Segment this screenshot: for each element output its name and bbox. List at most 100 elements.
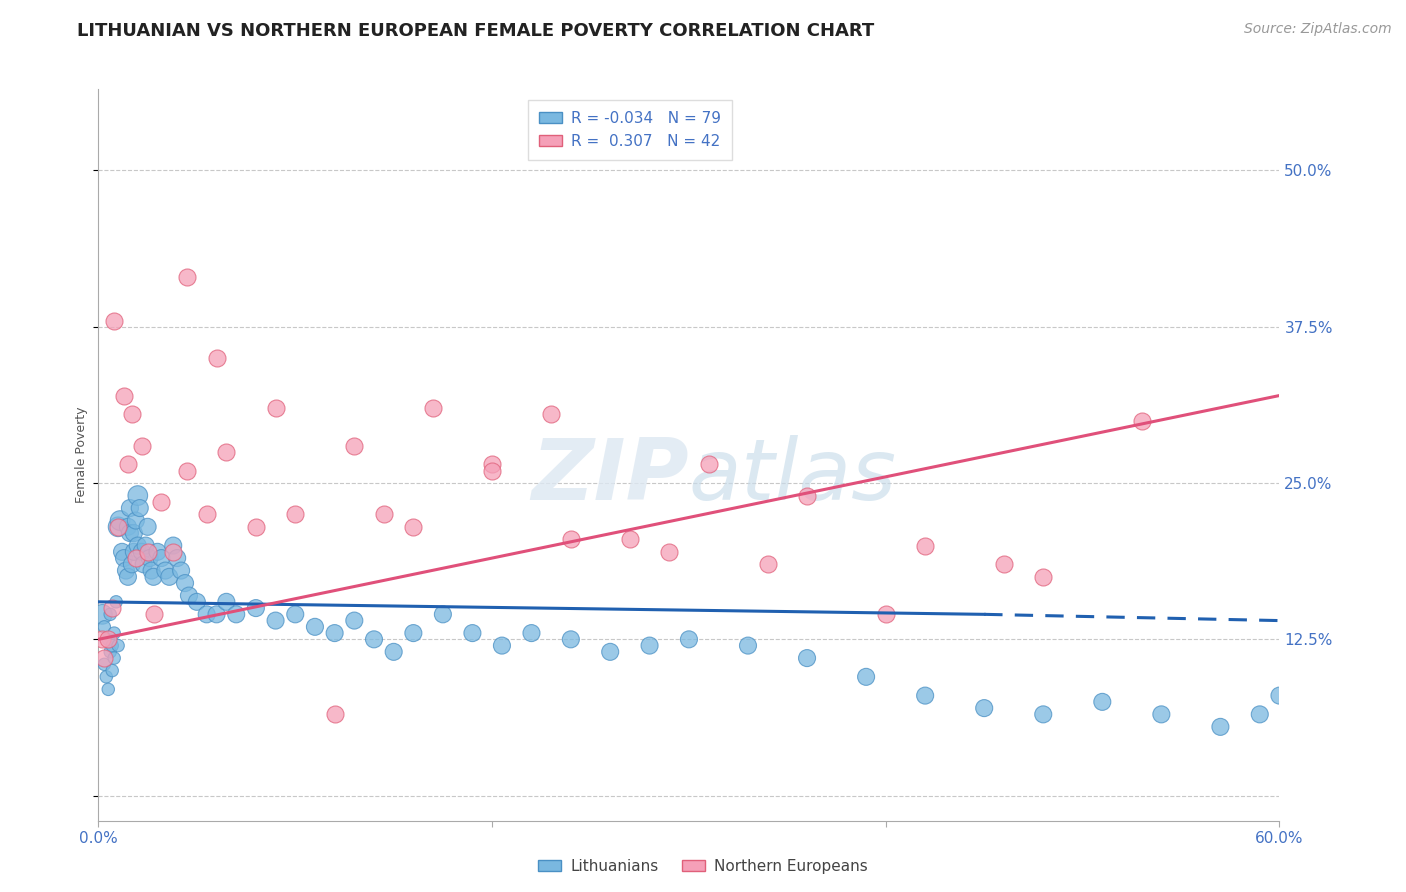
Point [162, 539, 184, 553]
Point [142, 607, 165, 622]
Point [127, 489, 149, 503]
Point [195, 508, 218, 522]
Point [756, 558, 779, 572]
Point [101, 664, 124, 678]
Point [138, 551, 160, 566]
Point [323, 626, 346, 640]
Point [155, 564, 177, 578]
Text: atlas: atlas [689, 435, 897, 518]
Point [96, 670, 118, 684]
Point [132, 558, 155, 572]
Point [373, 508, 395, 522]
Point [402, 520, 425, 534]
Point [146, 545, 169, 559]
Point [131, 545, 153, 559]
Point [174, 576, 197, 591]
Point [323, 707, 346, 722]
Point [1268, 689, 1291, 703]
Point [91, 632, 114, 647]
Point [122, 526, 145, 541]
Point [245, 601, 267, 615]
Point [128, 501, 150, 516]
Point [678, 632, 700, 647]
Point [560, 632, 582, 647]
Point [245, 520, 267, 534]
Point [166, 551, 188, 566]
Point [121, 407, 143, 421]
Point [117, 570, 139, 584]
Point [520, 626, 543, 640]
Point [402, 626, 425, 640]
Point [186, 595, 208, 609]
Point [195, 607, 218, 622]
Point [343, 614, 366, 628]
Point [97, 632, 120, 647]
Point [107, 520, 129, 534]
Point [115, 564, 138, 578]
Point [93, 620, 115, 634]
Point [422, 401, 444, 415]
Point [697, 458, 720, 472]
Point [103, 626, 125, 640]
Point [170, 564, 193, 578]
Text: Source: ZipAtlas.com: Source: ZipAtlas.com [1244, 22, 1392, 37]
Point [205, 607, 228, 622]
Point [638, 639, 661, 653]
Point [127, 539, 149, 553]
Point [98, 645, 121, 659]
Point [105, 595, 128, 609]
Point [93, 651, 115, 665]
Point [125, 514, 148, 528]
Point [111, 545, 134, 559]
Point [461, 626, 484, 640]
Point [205, 351, 228, 365]
Point [176, 464, 198, 478]
Point [176, 269, 198, 284]
Point [481, 458, 503, 472]
Point [432, 607, 454, 622]
Point [225, 607, 247, 622]
Point [121, 558, 143, 572]
Point [382, 645, 405, 659]
Point [141, 564, 163, 578]
Point [101, 639, 124, 653]
Point [855, 670, 877, 684]
Point [1130, 413, 1153, 427]
Point [481, 464, 503, 478]
Point [136, 520, 159, 534]
Point [619, 533, 641, 547]
Point [97, 632, 120, 647]
Point [1209, 720, 1232, 734]
Point [112, 388, 135, 402]
Y-axis label: Female Poverty: Female Poverty [75, 407, 89, 503]
Point [118, 501, 141, 516]
Point [215, 595, 238, 609]
Text: ZIP: ZIP [531, 435, 689, 518]
Point [1150, 707, 1173, 722]
Point [125, 551, 148, 566]
Point [122, 545, 145, 559]
Point [162, 545, 184, 559]
Point [1249, 707, 1271, 722]
Point [599, 645, 621, 659]
Point [560, 533, 582, 547]
Point [1091, 695, 1114, 709]
Point [914, 689, 936, 703]
Legend: R = -0.034   N = 79, R =  0.307   N = 42: R = -0.034 N = 79, R = 0.307 N = 42 [529, 101, 731, 160]
Point [284, 508, 307, 522]
Point [118, 526, 141, 541]
Point [264, 401, 287, 415]
Point [264, 614, 287, 628]
Point [117, 520, 139, 534]
Point [98, 607, 121, 622]
Point [157, 570, 180, 584]
Point [540, 407, 562, 421]
Point [304, 620, 326, 634]
Point [103, 313, 125, 327]
Point [491, 639, 513, 653]
Point [117, 458, 139, 472]
Point [796, 651, 818, 665]
Point [135, 539, 157, 553]
Point [177, 589, 200, 603]
Point [284, 607, 307, 622]
